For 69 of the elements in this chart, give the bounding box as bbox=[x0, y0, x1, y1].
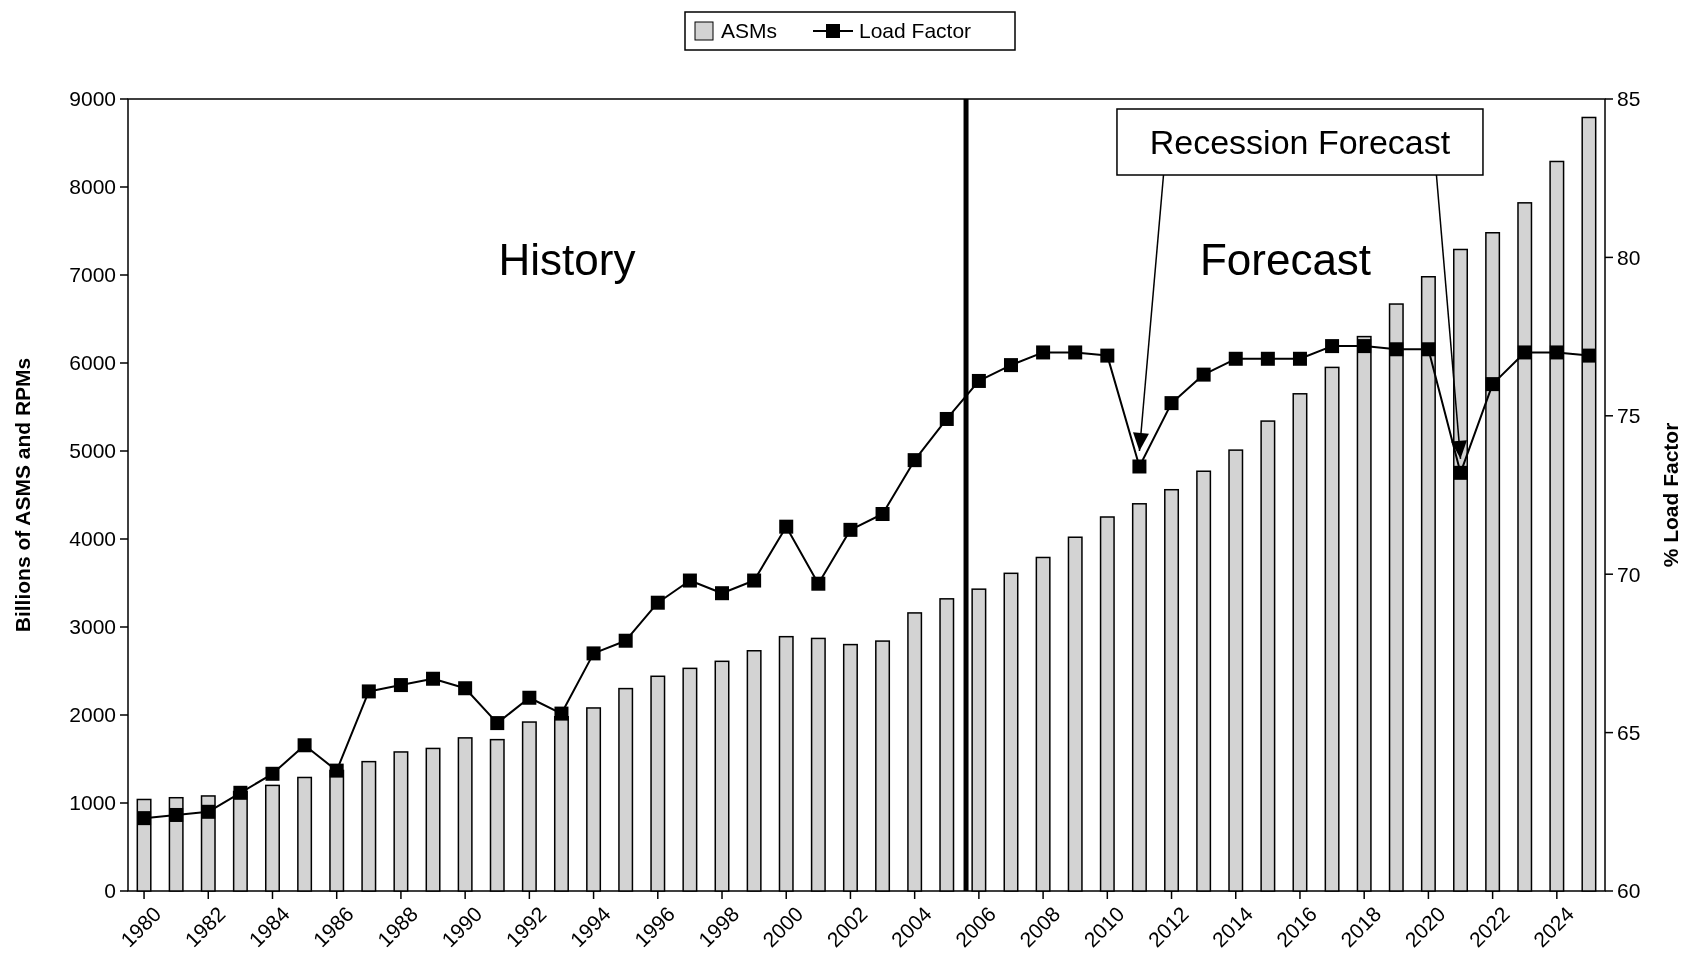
point bbox=[201, 804, 216, 819]
point bbox=[1036, 345, 1051, 360]
annotation: Forecast bbox=[1199, 235, 1372, 284]
y-tick-label: 4000 bbox=[69, 527, 116, 551]
point bbox=[426, 671, 441, 686]
point bbox=[682, 573, 697, 588]
point bbox=[458, 681, 473, 696]
point bbox=[650, 595, 665, 610]
point bbox=[875, 507, 890, 522]
y-tick-label: 8000 bbox=[69, 175, 116, 199]
point bbox=[1389, 342, 1404, 357]
y2-tick-label: 85 bbox=[1617, 87, 1641, 111]
annotation: Recession Forecast bbox=[1149, 122, 1451, 161]
point bbox=[169, 807, 184, 822]
point bbox=[586, 646, 601, 661]
point bbox=[1581, 348, 1596, 363]
y-tick-label: 1000 bbox=[69, 791, 116, 815]
point bbox=[1325, 339, 1340, 354]
y2-tick-label: 70 bbox=[1617, 562, 1641, 586]
point bbox=[393, 678, 408, 693]
point bbox=[522, 690, 537, 705]
point bbox=[939, 411, 954, 426]
point bbox=[1549, 345, 1564, 360]
y-axis-title: Billions of ASMS and RPMs bbox=[11, 357, 34, 633]
point bbox=[1228, 351, 1243, 366]
point bbox=[747, 573, 762, 588]
legend-label: ASMs bbox=[721, 19, 778, 43]
point bbox=[779, 519, 794, 534]
y-tick-label: 6000 bbox=[69, 351, 116, 375]
point bbox=[1132, 459, 1147, 474]
point bbox=[843, 522, 858, 537]
y-tick-label: 9000 bbox=[69, 87, 116, 111]
point bbox=[297, 738, 312, 753]
point bbox=[715, 586, 730, 601]
point bbox=[1003, 358, 1018, 373]
point bbox=[265, 766, 280, 781]
point bbox=[618, 633, 633, 648]
point bbox=[1421, 342, 1436, 357]
point bbox=[1453, 465, 1468, 480]
point bbox=[971, 373, 986, 388]
point bbox=[1357, 339, 1372, 354]
point bbox=[554, 706, 569, 721]
point bbox=[1164, 396, 1179, 411]
point bbox=[137, 811, 152, 826]
legend-label: Load Factor bbox=[859, 19, 972, 43]
y-tick-label: 5000 bbox=[69, 439, 116, 463]
point bbox=[361, 684, 376, 699]
y-tick-label: 0 bbox=[104, 879, 116, 903]
y2-tick-label: 80 bbox=[1617, 245, 1641, 269]
y2-tick-label: 60 bbox=[1617, 879, 1641, 903]
y-tick-label: 7000 bbox=[69, 263, 116, 287]
y2-axis-title: % Load Factor bbox=[1659, 422, 1682, 568]
point bbox=[1292, 351, 1307, 366]
annotation: History bbox=[498, 235, 636, 284]
point bbox=[329, 763, 344, 778]
point bbox=[233, 785, 248, 800]
point bbox=[907, 453, 922, 468]
point bbox=[1517, 345, 1532, 360]
point bbox=[1485, 377, 1500, 392]
y-tick-label: 2000 bbox=[69, 703, 116, 727]
y2-tick-label: 75 bbox=[1617, 404, 1641, 428]
point bbox=[490, 716, 505, 731]
point bbox=[1100, 348, 1115, 363]
point bbox=[811, 576, 826, 591]
y-tick-label: 3000 bbox=[69, 615, 116, 639]
y2-tick-label: 65 bbox=[1617, 720, 1641, 744]
point bbox=[1068, 345, 1083, 360]
point bbox=[1260, 351, 1275, 366]
point bbox=[1196, 367, 1211, 382]
